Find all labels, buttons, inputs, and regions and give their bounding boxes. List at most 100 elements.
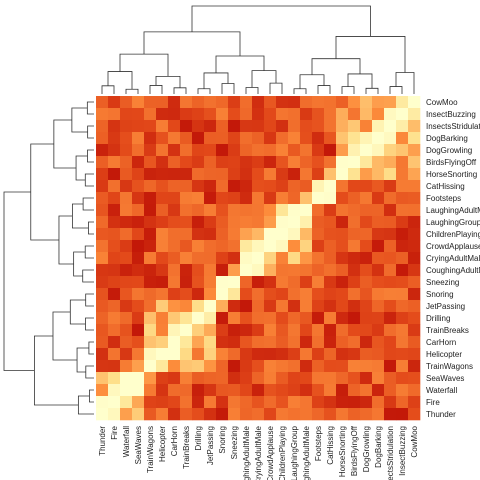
heatmap-cell [276, 228, 289, 241]
heatmap-cell [312, 336, 325, 349]
heatmap-cell [276, 96, 289, 109]
column-label: SeaWaves [134, 426, 143, 464]
heatmap-cell [300, 252, 313, 265]
heatmap-cell [408, 264, 421, 277]
heatmap-cell [216, 396, 229, 409]
heatmap-cell [204, 180, 217, 193]
heatmap-cell [348, 312, 361, 325]
heatmap-cell [216, 96, 229, 109]
heatmap-cell [324, 204, 337, 217]
row-dendrogram-branch [76, 347, 89, 373]
heatmap-cell [216, 240, 229, 253]
heatmap-cell [96, 312, 109, 325]
heatmap-cell [300, 120, 313, 133]
heatmap-cell [180, 240, 193, 253]
heatmap-cell [384, 144, 397, 157]
heatmap-cell [204, 252, 217, 265]
heatmap-cell [132, 216, 145, 229]
heatmap-cell [396, 276, 409, 289]
heatmap-cell [324, 408, 337, 421]
heatmap-cell [336, 360, 349, 373]
heatmap-cell [180, 312, 193, 325]
heatmap-cell [312, 276, 325, 289]
row-label: CatHissing [426, 182, 465, 191]
heatmap-cell [360, 336, 373, 349]
heatmap-cell [156, 372, 169, 385]
heatmap-cell [372, 372, 385, 385]
heatmap-cell [180, 180, 193, 193]
heatmap-cell [108, 384, 121, 397]
heatmap-cell [384, 276, 397, 289]
heatmap-cell [324, 156, 337, 169]
heatmap-cell [144, 204, 157, 217]
row-label: TrainBreaks [426, 326, 469, 335]
heatmap-cell [372, 144, 385, 157]
column-dendrogram-branch [293, 88, 307, 94]
heatmap-cell [168, 372, 181, 385]
row-label: Waterfall [426, 386, 457, 395]
heatmap-cell [228, 180, 241, 193]
heatmap-cell [396, 252, 409, 265]
heatmap-cell [120, 288, 133, 301]
heatmap-cell [168, 108, 181, 121]
heatmap-cell [300, 348, 313, 361]
heatmap-cell [240, 360, 253, 373]
heatmap-cell [360, 168, 373, 181]
heatmap-cell [192, 312, 205, 325]
heatmap-cell [132, 156, 145, 169]
heatmap-cell [288, 264, 301, 277]
heatmap-cell [96, 396, 109, 409]
heatmap-cell [240, 96, 253, 109]
heatmap-cell [336, 144, 349, 157]
heatmap-cell [360, 132, 373, 145]
heatmap-cell [384, 384, 397, 397]
heatmap-cell [264, 384, 277, 397]
heatmap-cell [180, 372, 193, 385]
heatmap-cell [192, 360, 205, 373]
heatmap-cell [276, 144, 289, 157]
heatmap-cell [144, 348, 157, 361]
row-dendrogram-branch [53, 119, 77, 169]
heatmap-cell [264, 228, 277, 241]
heatmap-cell [360, 312, 373, 325]
heatmap-cell [216, 216, 229, 229]
heatmap-cell [396, 384, 409, 397]
heatmap-cell [108, 96, 121, 109]
heatmap-cell [288, 300, 301, 313]
heatmap-cell [264, 288, 277, 301]
heatmap-cell [216, 168, 229, 181]
row-label: TrainWagons [426, 362, 473, 371]
heatmap-cell [168, 300, 181, 313]
heatmap-cell [120, 120, 133, 133]
row-dendrogram-branch [88, 221, 94, 235]
heatmap-cell [396, 372, 409, 385]
heatmap-cell [180, 300, 193, 313]
heatmap-cell [132, 276, 145, 289]
heatmap-cell [216, 204, 229, 217]
column-dendrogram-branch [269, 82, 283, 94]
heatmap-cell [240, 120, 253, 133]
heatmap-cell [372, 312, 385, 325]
heatmap-cell [180, 336, 193, 349]
row-dendrogram-branch [82, 197, 94, 211]
heatmap-cell [300, 408, 313, 421]
heatmap-cell [288, 360, 301, 373]
heatmap-cell [156, 264, 169, 277]
heatmap-cell [204, 312, 217, 325]
heatmap-cell [396, 408, 409, 421]
column-dendrogram-branch [143, 31, 241, 56]
heatmap-cell [252, 276, 265, 289]
heatmap-cell [300, 300, 313, 313]
heatmap-cell [96, 324, 109, 337]
heatmap-cell [324, 384, 337, 397]
heatmap-cell [264, 252, 277, 265]
heatmap-cell [240, 180, 253, 193]
column-dendrogram-branch [221, 83, 235, 94]
heatmap-cell [300, 372, 313, 385]
heatmap-cell [360, 204, 373, 217]
heatmap-cell [288, 96, 301, 109]
row-label: DogBarking [426, 134, 468, 143]
heatmap-cell [348, 168, 361, 181]
heatmap-cell [216, 360, 229, 373]
heatmap-cell [312, 372, 325, 385]
